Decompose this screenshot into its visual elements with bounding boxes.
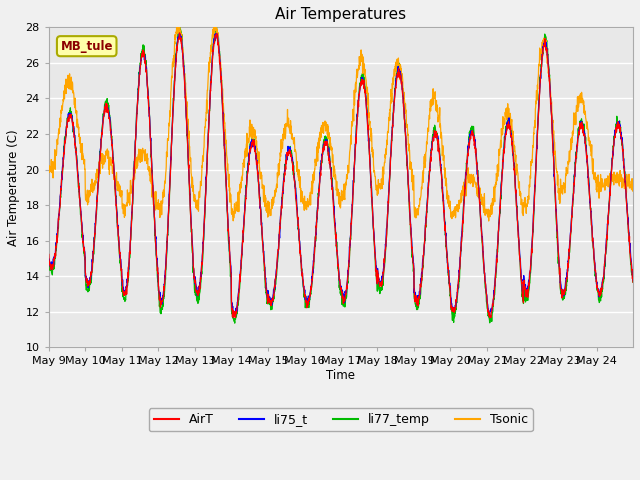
X-axis label: Time: Time (326, 369, 355, 382)
Text: MB_tule: MB_tule (60, 40, 113, 53)
Y-axis label: Air Temperature (C): Air Temperature (C) (7, 129, 20, 246)
Legend: AirT, li75_t, li77_temp, Tsonic: AirT, li75_t, li77_temp, Tsonic (149, 408, 533, 431)
Title: Air Temperatures: Air Temperatures (275, 7, 406, 22)
